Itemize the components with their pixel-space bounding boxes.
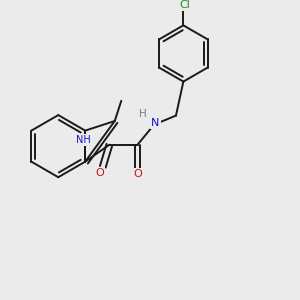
- Text: H: H: [139, 109, 147, 119]
- Text: N: N: [152, 118, 160, 128]
- Text: NH: NH: [76, 135, 91, 145]
- Text: Cl: Cl: [179, 0, 190, 10]
- Text: O: O: [95, 168, 104, 178]
- Text: O: O: [133, 169, 142, 179]
